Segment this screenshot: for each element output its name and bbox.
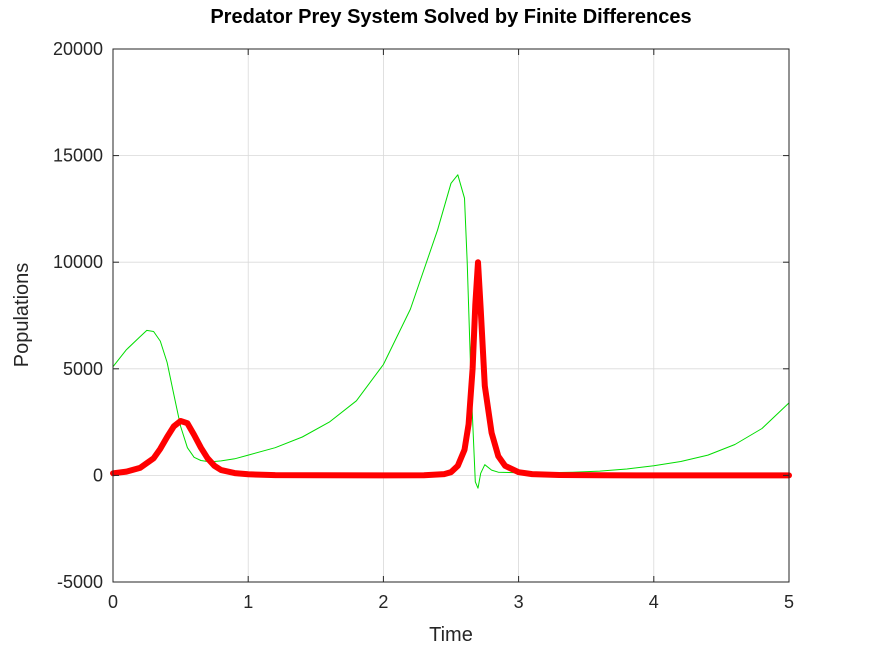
x-tick-label: 1 xyxy=(243,592,253,612)
y-tick-label: 10000 xyxy=(53,252,103,272)
y-axis-label: Populations xyxy=(11,263,33,368)
x-tick-label: 2 xyxy=(378,592,388,612)
series-line-1 xyxy=(112,174,790,489)
grid-lines xyxy=(112,48,790,583)
plot-frame xyxy=(112,48,790,583)
chart-title: Predator Prey System Solved by Finite Di… xyxy=(210,6,691,28)
series-layer xyxy=(110,174,792,489)
y-tick-label: -5000 xyxy=(57,572,103,592)
x-tick-label: 3 xyxy=(514,592,524,612)
x-tick-label: 5 xyxy=(784,592,794,612)
y-tick-label: 5000 xyxy=(63,359,103,379)
y-tick-label: 20000 xyxy=(53,39,103,59)
x-tick-label: 0 xyxy=(108,592,118,612)
y-tick-label: 0 xyxy=(93,465,103,485)
x-axis-label: Time xyxy=(429,624,473,646)
y-tick-label: 15000 xyxy=(53,146,103,166)
series-line-2 xyxy=(110,259,792,479)
x-tick-label: 4 xyxy=(649,592,659,612)
